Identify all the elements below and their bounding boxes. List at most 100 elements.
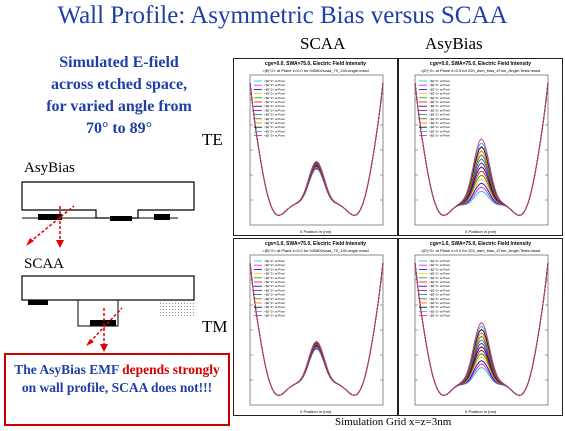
plot-xlabel: X Position in (nm): [464, 409, 497, 414]
legend-entry: <|E|^2> at Pixel: [264, 83, 285, 87]
description-line: 70° to 89°: [85, 120, 153, 137]
legend-entry: <|E|^2> at Pixel: [429, 113, 450, 117]
footer-caption: Simulation Grid x=z=3nm: [335, 416, 452, 428]
description-line: Simulated E-field: [59, 54, 179, 71]
description-line: for varied angle from: [46, 98, 192, 115]
legend-entry: <|E|^2> at Pixel: [264, 297, 285, 301]
note-text: The AsyBias EMF: [14, 362, 123, 377]
legend-entry: <|E|^2> at Pixel: [264, 108, 285, 112]
plot-subtitle: <|E|^2> at Plane z=0.0 for 220_asm_bias_…: [420, 248, 541, 253]
plot-legend: <|E|^2> at Pixel<|E|^2> at Pixel<|E|^2> …: [419, 79, 450, 138]
legend-entry: <|E|^2> at Pixel: [429, 134, 450, 138]
legend-entry: <|E|^2> at Pixel: [429, 104, 450, 108]
legend-entry: <|E|^2> at Pixel: [429, 117, 450, 121]
legend-entry: <|E|^2> at Pixel: [429, 92, 450, 96]
row-label-te: TE: [202, 130, 223, 149]
legend-entry: <|E|^2> at Pixel: [264, 259, 285, 263]
legend-entry: <|E|^2> at Pixel: [429, 288, 450, 292]
legend-entry: <|E|^2> at Pixel: [264, 284, 285, 288]
plot-subtitle: <|E|^2> at Plane z=0.0 for 220_asm_bias_…: [420, 68, 541, 73]
legend-entry: <|E|^2> at Pixel: [264, 267, 285, 271]
plot-panel-asybias-tm: <|E|^2> at Pixel <|E|^2> at Pixel <|E|^2> …: [398, 238, 563, 416]
plot-title: cgv=1.0, SWA=75.0, Electric Field Intens…: [264, 241, 367, 247]
legend-entry: <|E|^2> at Pixel: [429, 293, 450, 297]
legend-entry: <|E|^2> at Pixel: [429, 100, 450, 104]
note-emphasis: depends strongly: [122, 362, 220, 377]
plot-canvas: <|E|^2> at Pixel<|E|^2> at Pixel<|E|^2> …: [414, 74, 549, 226]
legend-entry: <|E|^2> at Pixel: [264, 276, 285, 280]
diagram-label-asybias: AsyBias: [24, 160, 75, 176]
row-label-tm: TM: [202, 317, 228, 336]
legend-entry: <|E|^2> at Pixel: [429, 96, 450, 100]
column-label-asybias: AsyBias: [425, 34, 483, 53]
legend-entry: <|E|^2> at Pixel: [429, 259, 450, 263]
legend-entry: <|E|^2> at Pixel: [264, 87, 285, 91]
plot-subtitle: <|E|^2> at Plane z=0.0 for 040802scaa_70…: [262, 68, 369, 73]
legend-entry: <|E|^2> at Pixel: [264, 288, 285, 292]
legend-entry: <|E|^2> at Pixel: [264, 129, 285, 133]
plot-canvas: <|E|^2> at Pixel<|E|^2> at Pixel<|E|^2> …: [414, 254, 549, 406]
legend-entry: <|E|^2> at Pixel: [429, 263, 450, 267]
intensity-curve: [414, 262, 549, 396]
legend-entry: <|E|^2> at Pixel: [429, 297, 450, 301]
note-text: on wall profile, SCAA does not!!!: [21, 380, 213, 395]
legend-entry: <|E|^2> at Pixel: [264, 96, 285, 100]
plot-panel-scaa-te: <|E|^2> at Pixel <|E|^2> at Pixel <|E|^2> …: [233, 58, 398, 236]
legend-entry: <|E|^2> at Pixel: [429, 125, 450, 129]
plot-canvas: <|E|^2> at Pixel<|E|^2> at Pixel<|E|^2> …: [249, 254, 384, 406]
description: Simulated E-field across etched space, f…: [6, 52, 232, 140]
plot-title: cgv=0.0, SWA=75.0, Electric Field Intens…: [429, 61, 532, 67]
intensity-curve: [414, 82, 549, 216]
scaa-diagram: [21, 275, 195, 352]
column-label-scaa: SCAA: [300, 34, 346, 53]
plot-xlabel: X Position in (nm): [464, 229, 497, 234]
legend-entry: <|E|^2> at Pixel: [264, 272, 285, 276]
legend-entry: <|E|^2> at Pixel: [429, 267, 450, 271]
legend-entry: <|E|^2> at Pixel: [264, 113, 285, 117]
legend-entry: <|E|^2> at Pixel: [264, 121, 285, 125]
plot-panel-asybias-te: <|E|^2> at Pixel <|E|^2> at Pixel <|E|^2> …: [398, 58, 563, 236]
legend-entry: <|E|^2> at Pixel: [429, 83, 450, 87]
legend-entry: <|E|^2> at Pixel: [264, 309, 285, 313]
plot-xlabel: X Position in (nm): [299, 229, 332, 234]
legend-entry: <|E|^2> at Pixel: [429, 108, 450, 112]
legend-entry: <|E|^2> at Pixel: [429, 79, 450, 83]
page-title: Wall Profile: Asymmetric Bias versus SCA…: [57, 2, 508, 29]
legend-entry: <|E|^2> at Pixel: [264, 280, 285, 284]
conclusion-note: The AsyBias EMF depends strongly on wall…: [4, 353, 230, 426]
legend-entry: <|E|^2> at Pixel: [429, 129, 450, 133]
legend-entry: <|E|^2> at Pixel: [264, 314, 285, 318]
plot-canvas: <|E|^2> at Pixel<|E|^2> at Pixel<|E|^2> …: [249, 74, 384, 226]
legend-entry: <|E|^2> at Pixel: [429, 276, 450, 280]
legend-entry: <|E|^2> at Pixel: [429, 301, 450, 305]
legend-entry: <|E|^2> at Pixel: [429, 121, 450, 125]
description-line: across etched space,: [50, 76, 188, 93]
legend-entry: <|E|^2> at Pixel: [264, 104, 285, 108]
legend-entry: <|E|^2> at Pixel: [429, 87, 450, 91]
diagram-label-scaa: SCAA: [24, 256, 65, 272]
plot-subtitle: <|E|^2> at Plane z=0.0 for 040802scaa_70…: [262, 248, 369, 253]
legend-entry: <|E|^2> at Pixel: [264, 263, 285, 267]
legend-entry: <|E|^2> at Pixel: [429, 280, 450, 284]
legend-entry: <|E|^2> at Pixel: [429, 284, 450, 288]
plot-legend: <|E|^2> at Pixel<|E|^2> at Pixel<|E|^2> …: [254, 79, 285, 138]
legend-entry: <|E|^2> at Pixel: [264, 301, 285, 305]
legend-entry: <|E|^2> at Pixel: [264, 293, 285, 297]
legend-entry: <|E|^2> at Pixel: [264, 92, 285, 96]
legend-entry: <|E|^2> at Pixel: [264, 134, 285, 138]
legend-entry: <|E|^2> at Pixel: [429, 272, 450, 276]
plot-title: cgv=1.0, SWA=75.0, Electric Field Intens…: [429, 241, 532, 247]
plot-title: cgv=0.0, SWA=75.0, Electric Field Intens…: [264, 61, 367, 67]
plot-legend: <|E|^2> at Pixel<|E|^2> at Pixel<|E|^2> …: [254, 259, 285, 318]
legend-entry: <|E|^2> at Pixel: [264, 117, 285, 121]
legend-entry: <|E|^2> at Pixel: [429, 309, 450, 313]
intensity-curve: [249, 262, 384, 396]
legend-entry: <|E|^2> at Pixel: [264, 100, 285, 104]
legend-entry: <|E|^2> at Pixel: [264, 79, 285, 83]
legend-entry: <|E|^2> at Pixel: [429, 305, 450, 309]
plot-xlabel: X Position in (nm): [299, 409, 332, 414]
plot-legend: <|E|^2> at Pixel<|E|^2> at Pixel<|E|^2> …: [419, 259, 450, 318]
legend-entry: <|E|^2> at Pixel: [264, 125, 285, 129]
asybias-diagram: [21, 181, 195, 248]
legend-entry: <|E|^2> at Pixel: [429, 314, 450, 318]
